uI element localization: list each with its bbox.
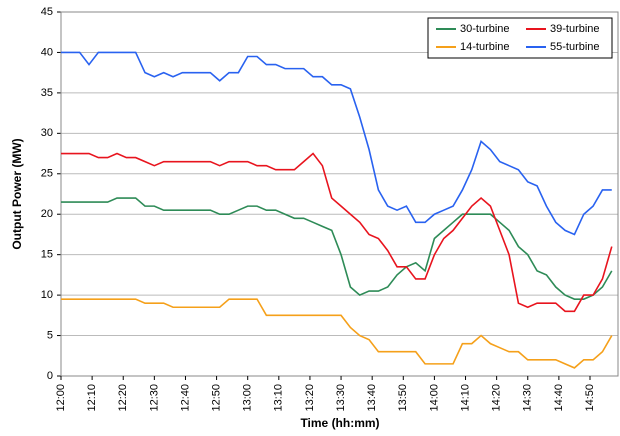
x-tick-label: 12:50 xyxy=(210,384,222,412)
series-line xyxy=(61,298,613,369)
x-tick-label: 13:20 xyxy=(304,384,316,412)
y-tick-label: 25 xyxy=(41,168,53,180)
x-tick-label: 13:50 xyxy=(397,384,409,412)
x-tick-label: 14:10 xyxy=(459,384,471,412)
x-tick-label: 13:30 xyxy=(335,384,347,412)
legend-label: 55-turbine xyxy=(550,41,600,53)
x-tick-label: 12:10 xyxy=(86,384,98,412)
x-tick-label: 14:50 xyxy=(584,384,596,412)
y-tick-label: 0 xyxy=(47,370,53,382)
x-tick-label: 13:00 xyxy=(242,384,254,412)
legend-box xyxy=(427,17,613,59)
x-tick-label: 14:30 xyxy=(522,384,534,412)
x-tick-label: 14:20 xyxy=(491,384,503,412)
series-line xyxy=(61,197,613,300)
legend-label: 14-turbine xyxy=(460,41,510,53)
plot-frame xyxy=(60,11,619,377)
x-tick-label: 13:40 xyxy=(366,384,378,412)
series-line xyxy=(61,152,613,313)
y-tick-label: 40 xyxy=(41,46,53,58)
x-tick-label: 14:40 xyxy=(553,384,565,412)
legend-label: 39-turbine xyxy=(550,23,600,35)
y-tick-label: 20 xyxy=(41,208,53,220)
x-tick-label: 12:00 xyxy=(55,384,67,412)
x-tick-label: 12:20 xyxy=(117,384,129,412)
x-axis-title: Time (hh:mm) xyxy=(300,416,379,430)
y-tick-label: 10 xyxy=(41,289,53,301)
y-tick-label: 45 xyxy=(41,6,53,18)
x-tick-label: 12:30 xyxy=(148,384,160,412)
y-tick-label: 15 xyxy=(41,249,53,261)
x-tick-label: 12:40 xyxy=(179,384,191,412)
y-tick-label: 5 xyxy=(47,329,53,341)
x-tick-label: 13:10 xyxy=(273,384,285,412)
y-tick-label: 30 xyxy=(41,127,53,139)
x-tick-label: 14:00 xyxy=(428,384,440,412)
y-axis-title: Output Power (MW) xyxy=(10,138,24,249)
legend-label: 30-turbine xyxy=(460,23,510,35)
y-tick-label: 35 xyxy=(41,87,53,99)
series-line xyxy=(61,51,612,236)
